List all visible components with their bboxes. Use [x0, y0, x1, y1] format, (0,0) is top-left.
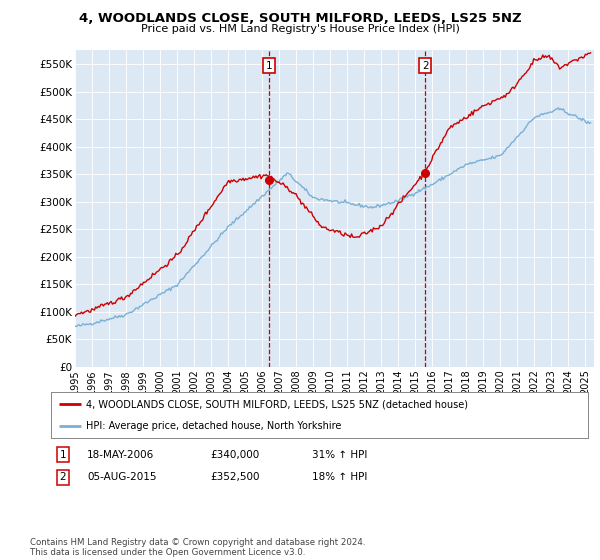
Text: HPI: Average price, detached house, North Yorkshire: HPI: Average price, detached house, Nort… — [86, 421, 341, 431]
Text: £352,500: £352,500 — [210, 472, 260, 482]
Text: 1: 1 — [59, 450, 67, 460]
Text: 4, WOODLANDS CLOSE, SOUTH MILFORD, LEEDS, LS25 5NZ: 4, WOODLANDS CLOSE, SOUTH MILFORD, LEEDS… — [79, 12, 521, 25]
Text: 2: 2 — [59, 472, 67, 482]
Text: £340,000: £340,000 — [210, 450, 259, 460]
Text: 18-MAY-2006: 18-MAY-2006 — [87, 450, 154, 460]
Text: 1: 1 — [265, 61, 272, 71]
Text: Price paid vs. HM Land Registry's House Price Index (HPI): Price paid vs. HM Land Registry's House … — [140, 24, 460, 34]
Text: 4, WOODLANDS CLOSE, SOUTH MILFORD, LEEDS, LS25 5NZ (detached house): 4, WOODLANDS CLOSE, SOUTH MILFORD, LEEDS… — [86, 399, 468, 409]
Text: 2: 2 — [422, 61, 428, 71]
Text: 18% ↑ HPI: 18% ↑ HPI — [312, 472, 367, 482]
Text: 05-AUG-2015: 05-AUG-2015 — [87, 472, 157, 482]
Text: Contains HM Land Registry data © Crown copyright and database right 2024.
This d: Contains HM Land Registry data © Crown c… — [30, 538, 365, 557]
Text: 31% ↑ HPI: 31% ↑ HPI — [312, 450, 367, 460]
